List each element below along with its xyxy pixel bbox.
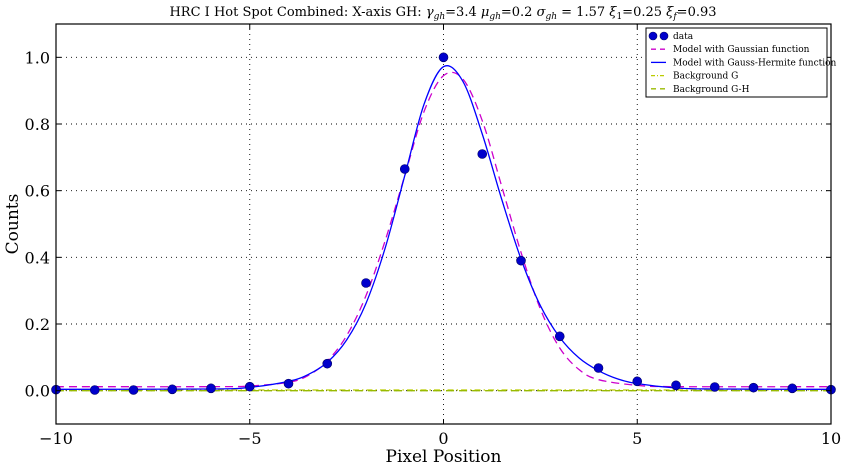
chart-title: HRC I Hot Spot Combined: X-axis GH: γgh=… bbox=[169, 5, 716, 22]
data-point bbox=[128, 385, 139, 395]
x-tick-label: 10 bbox=[821, 429, 841, 448]
data-point bbox=[322, 358, 333, 369]
y-tick-label: 0.0 bbox=[25, 382, 50, 401]
y-axis-label: Counts bbox=[3, 194, 23, 255]
data-point bbox=[89, 385, 100, 395]
y-tick-label: 0.8 bbox=[25, 115, 50, 134]
x-axis-label: Pixel Position bbox=[386, 447, 502, 466]
x-tick-label: 5 bbox=[632, 429, 642, 448]
legend: data Model with Gaussian function Model wi… bbox=[645, 27, 837, 98]
data-point bbox=[748, 382, 759, 393]
legend-marker bbox=[648, 31, 658, 41]
x-tick-label: −5 bbox=[238, 429, 262, 448]
legend-label: Model with Gaussian function bbox=[673, 45, 810, 55]
data-point bbox=[167, 384, 178, 395]
data-point bbox=[709, 382, 720, 392]
data-point bbox=[554, 331, 565, 342]
legend-label: Background G-H bbox=[673, 85, 750, 95]
data-point bbox=[477, 149, 488, 159]
legend-label: Model with Gauss-Hermite function bbox=[673, 58, 837, 68]
series-line-model-with-gauss-hermite-function bbox=[56, 65, 831, 390]
x-tick-label: −10 bbox=[39, 429, 73, 448]
legend-box bbox=[645, 27, 828, 98]
data-point bbox=[593, 363, 604, 373]
data-point bbox=[399, 164, 410, 174]
legend-marker bbox=[659, 31, 669, 41]
data-point bbox=[244, 381, 255, 392]
x-tick-label: 0 bbox=[438, 429, 448, 448]
y-tick-label: 0.6 bbox=[25, 182, 50, 201]
data-point bbox=[671, 380, 681, 391]
data-point bbox=[283, 378, 294, 389]
y-tick-label: 0.2 bbox=[25, 315, 50, 334]
axis-ticks: −10 −5 0 5 10 0.0 0.2 0.4 0.6 0.8 1.0 bbox=[25, 24, 841, 448]
y-tick-label: 0.4 bbox=[25, 248, 50, 267]
data-point bbox=[787, 383, 798, 394]
data-point bbox=[632, 376, 643, 387]
series-line-model-with-gaussian-function bbox=[56, 71, 831, 388]
data-point bbox=[206, 383, 216, 394]
legend-label: Background G bbox=[673, 72, 738, 82]
data-point bbox=[361, 278, 371, 288]
legend-label: data bbox=[673, 32, 694, 42]
y-tick-label: 1.0 bbox=[25, 48, 50, 67]
data-point bbox=[438, 52, 449, 63]
series-lines bbox=[56, 65, 831, 390]
data-markers bbox=[51, 52, 836, 395]
data-point bbox=[516, 255, 526, 266]
